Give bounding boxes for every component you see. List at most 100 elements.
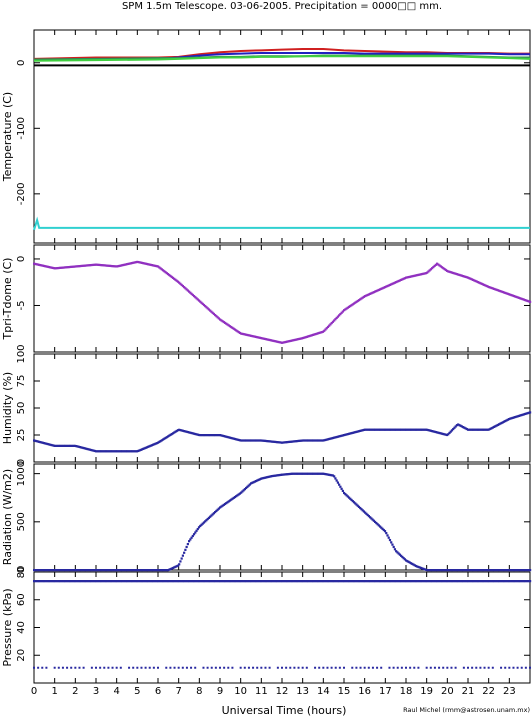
pressure-point <box>300 580 304 583</box>
pressure-point <box>460 580 463 583</box>
pressure-low-point <box>256 666 259 669</box>
pressure-low-point <box>409 666 412 669</box>
humidity-point <box>515 415 518 418</box>
humidity-point <box>60 444 63 447</box>
tpri-tdome-point <box>485 284 488 288</box>
pressure-point <box>61 580 64 583</box>
humidity-point <box>188 431 191 434</box>
pressure-point <box>50 580 53 583</box>
pressure-point <box>210 580 213 583</box>
radiation-point <box>298 472 301 475</box>
radiation-point <box>147 569 150 572</box>
radiation-point <box>77 569 80 572</box>
tpri-tdome-point <box>517 296 521 299</box>
humidity-point <box>197 433 201 437</box>
humidity-point <box>232 437 235 440</box>
tpri-tdome-point <box>440 266 444 269</box>
radiation-point <box>305 472 308 475</box>
pressure-point <box>161 580 165 583</box>
humidity-point <box>161 438 165 441</box>
humidity-point <box>247 439 250 442</box>
radiation-point <box>54 569 57 572</box>
radiation-point <box>82 569 85 572</box>
tpri-tdome-point <box>51 266 54 269</box>
pressure-point <box>181 580 184 583</box>
tpri-tdome-point <box>330 321 333 325</box>
tpri-tdome-point <box>396 280 399 283</box>
tpri-tdome-point <box>370 292 373 295</box>
tpri-tdome-point <box>85 264 88 267</box>
tpri-tdome-point <box>397 279 400 283</box>
humidity-point <box>320 439 323 442</box>
radiation-point <box>310 472 313 475</box>
pressure-point <box>35 580 38 583</box>
tpri-tdome-point <box>73 265 77 268</box>
tpri-tdome-frame <box>33 244 531 353</box>
tpri-tdome-point <box>238 331 242 335</box>
humidity-point <box>97 450 100 453</box>
tpri-tdome-point <box>457 273 460 276</box>
humidity-point <box>350 432 353 435</box>
pressure-point <box>91 580 94 583</box>
tpri-tdome-point <box>405 276 408 279</box>
radiation-point <box>495 569 498 572</box>
pressure-point <box>72 580 75 583</box>
pressure-point <box>431 580 434 583</box>
tpri-tdome-point <box>99 263 103 267</box>
pressure-point <box>247 580 250 583</box>
pressure-point <box>202 580 206 583</box>
pressure-point <box>46 580 49 583</box>
radiation-point <box>240 491 243 494</box>
humidity-point <box>70 444 73 447</box>
humidity-point <box>145 446 149 449</box>
tpri-tdome-point <box>55 267 58 270</box>
humidity-point <box>241 439 244 442</box>
pressure-frame <box>33 571 531 684</box>
pressure-point <box>186 580 189 583</box>
tpri-tdome-point <box>106 264 109 267</box>
pressure-point <box>347 580 351 583</box>
tpri-tdome-point <box>147 263 150 266</box>
radiation-point <box>383 530 387 533</box>
radiation-point <box>166 569 170 572</box>
radiation-point <box>480 569 483 572</box>
radiation-point <box>357 505 361 508</box>
radiation-point <box>443 569 446 572</box>
radiation-point <box>498 569 501 572</box>
pressure-point <box>59 580 62 583</box>
tpri-tdome-point <box>521 298 524 301</box>
humidity-point <box>470 428 473 431</box>
pressure-point <box>326 580 330 583</box>
radiation-point <box>248 483 251 486</box>
tpri-tdome-point <box>401 278 404 281</box>
y-tick-label: -5 <box>16 300 27 310</box>
humidity-point <box>196 433 199 436</box>
chart-title: SPM 1.5m Telescope. 03-06-2005. Precipit… <box>122 1 442 12</box>
humidity-point <box>205 434 208 437</box>
humidity-point <box>370 428 373 431</box>
tpri-tdome-point <box>252 335 255 338</box>
tpri-tdome-point <box>483 283 486 287</box>
humidity-point <box>454 425 457 428</box>
radiation-point <box>148 569 151 572</box>
humidity-point <box>173 431 176 434</box>
radiation-point <box>128 569 131 572</box>
humidity-point <box>85 447 88 450</box>
pressure-low-point <box>268 666 271 669</box>
humidity-point <box>504 419 507 423</box>
y-tick-label: 0 <box>16 459 27 465</box>
pressure-point <box>226 580 229 583</box>
radiation-point <box>212 512 215 515</box>
tpri-tdome-point <box>395 281 398 284</box>
pressure-point <box>414 580 418 583</box>
pressure-low-point <box>371 666 374 669</box>
humidity-point <box>52 444 56 447</box>
humidity-point <box>506 418 509 421</box>
humidity-point <box>86 447 89 451</box>
humidity-point <box>361 429 364 432</box>
radiation-point <box>109 569 113 572</box>
humidity-point <box>59 444 62 447</box>
tpri-tdome-point <box>300 337 304 340</box>
tpri-tdome-point <box>264 338 268 341</box>
